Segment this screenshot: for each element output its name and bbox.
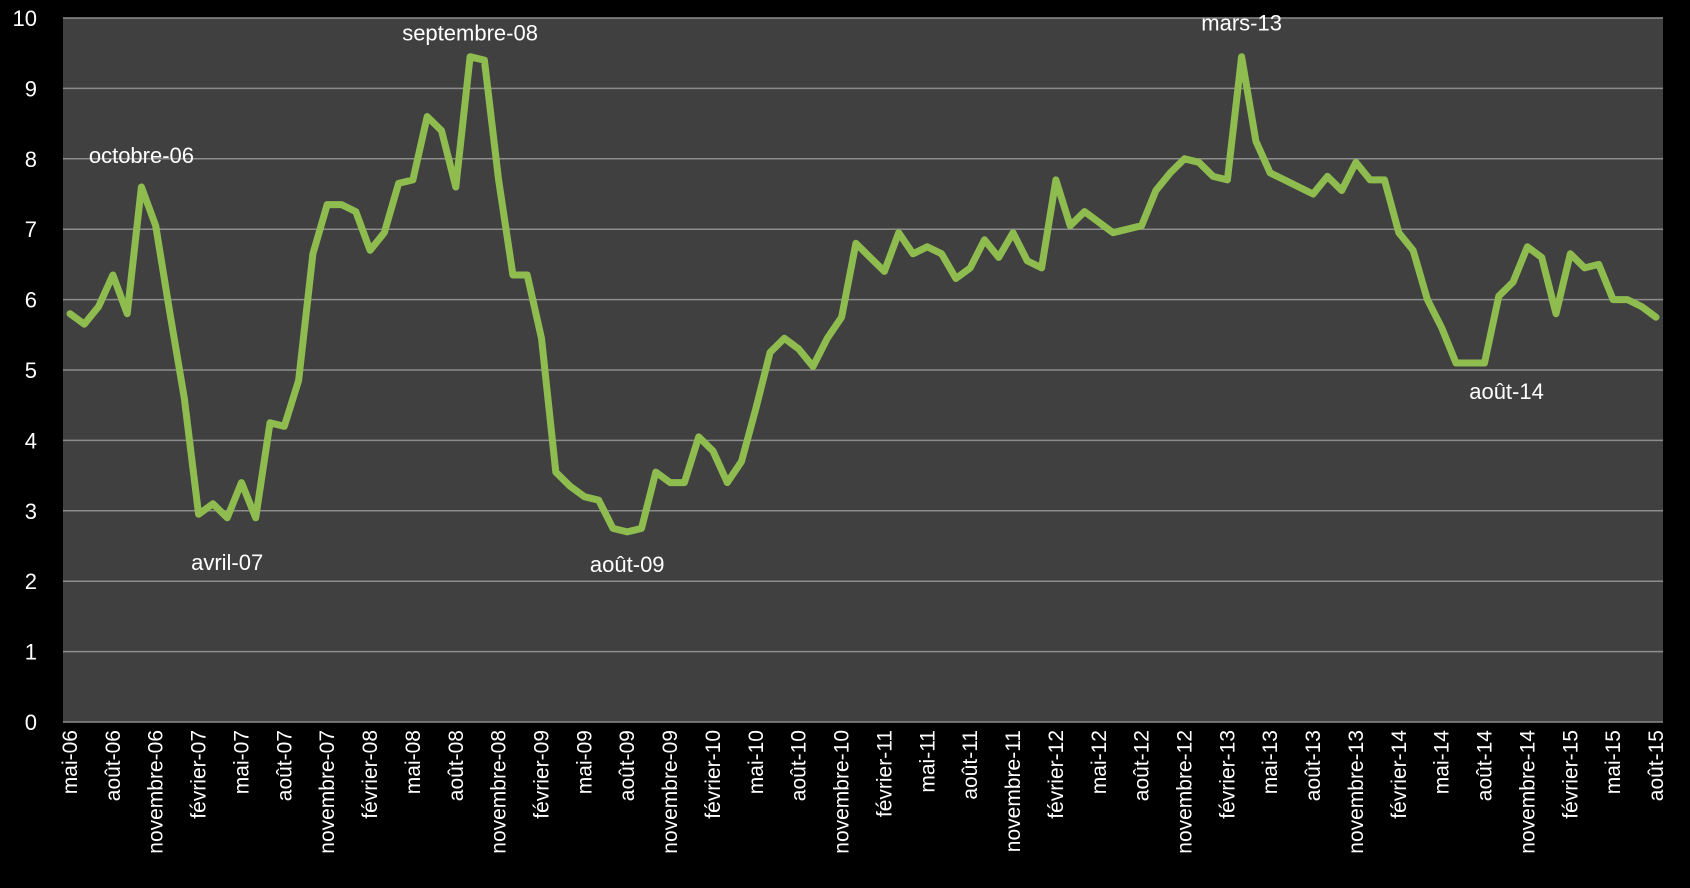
x-tick-label: novembre-12 (1173, 730, 1196, 854)
x-tick-label: février-12 (1045, 730, 1068, 819)
x-tick-label: novembre-14 (1516, 730, 1539, 854)
annotations: octobre-06 avril-07 septembre-08 août-09 mar… (89, 11, 1544, 577)
x-tick-label: août-15 (1645, 730, 1668, 801)
x-tick-label: février-13 (1216, 730, 1239, 819)
y-tick-label: 2 (25, 569, 37, 594)
annotation-label: septembre-08 (402, 21, 538, 46)
x-tick-label: février-14 (1388, 730, 1411, 819)
x-tick-label: novembre-11 (1002, 730, 1025, 852)
x-tick-label: mai-09 (573, 730, 596, 794)
x-tick-label: août-07 (273, 730, 296, 801)
x-tick-label: février-08 (359, 730, 382, 819)
x-tick-label: mai-07 (230, 730, 253, 794)
x-tick-label: août-13 (1302, 730, 1325, 801)
x-tick-label: mai-12 (1088, 730, 1111, 794)
x-tick-label: mai-14 (1431, 730, 1454, 795)
x-tick-label: août-08 (445, 730, 468, 801)
y-tick-label: 10 (13, 6, 37, 31)
x-tick-label: août-12 (1131, 730, 1154, 801)
x-tick-label: février-09 (531, 730, 554, 819)
annotation-label: août-09 (590, 552, 665, 577)
x-tick-label: février-11 (873, 730, 896, 817)
x-axis-tick-labels: mai-06 août-06 novembre-06 février-07 mai-07… (59, 730, 1668, 854)
annotation-label: mars-13 (1201, 11, 1282, 36)
x-tick-label: août-14 (1474, 730, 1497, 802)
x-tick-label: mai-15 (1602, 730, 1625, 794)
x-tick-label: novembre-06 (145, 730, 168, 854)
x-tick-label: novembre-13 (1345, 730, 1368, 854)
y-tick-label: 4 (25, 428, 37, 453)
y-tick-label: 6 (25, 288, 37, 313)
x-tick-label: août-11 (959, 730, 982, 800)
y-tick-label: 8 (25, 147, 37, 172)
x-tick-label: août-09 (616, 730, 639, 801)
x-tick-label: mai-08 (402, 730, 425, 794)
x-tick-label: novembre-07 (316, 730, 339, 854)
annotation-label: avril-07 (191, 550, 263, 575)
x-tick-label: mai-10 (745, 730, 768, 794)
y-tick-label: 9 (25, 76, 37, 101)
y-tick-label: 3 (25, 499, 37, 524)
x-tick-label: mai-13 (1259, 730, 1282, 794)
x-tick-label: novembre-09 (659, 730, 682, 854)
annotation-label: octobre-06 (89, 143, 194, 168)
annotation-label: août-14 (1469, 379, 1544, 404)
x-tick-label: mai-11 (916, 730, 939, 793)
y-axis-tick-labels: 0 1 2 3 4 5 6 7 8 9 10 (13, 6, 37, 735)
x-tick-label: mai-06 (59, 730, 82, 794)
x-tick-label: novembre-08 (488, 730, 511, 854)
series-line (66, 53, 1660, 536)
x-tick-label: février-15 (1559, 730, 1582, 819)
x-tick-label: novembre-10 (831, 730, 854, 854)
x-tick-label: août-06 (102, 730, 125, 801)
y-tick-label: 7 (25, 217, 37, 242)
x-tick-label: février-07 (188, 730, 211, 819)
x-tick-label: août-10 (788, 730, 811, 801)
y-tick-label: 1 (25, 640, 37, 665)
y-tick-label: 0 (25, 710, 37, 735)
y-tick-label: 5 (25, 358, 37, 383)
x-tick-label: février-10 (702, 730, 725, 819)
